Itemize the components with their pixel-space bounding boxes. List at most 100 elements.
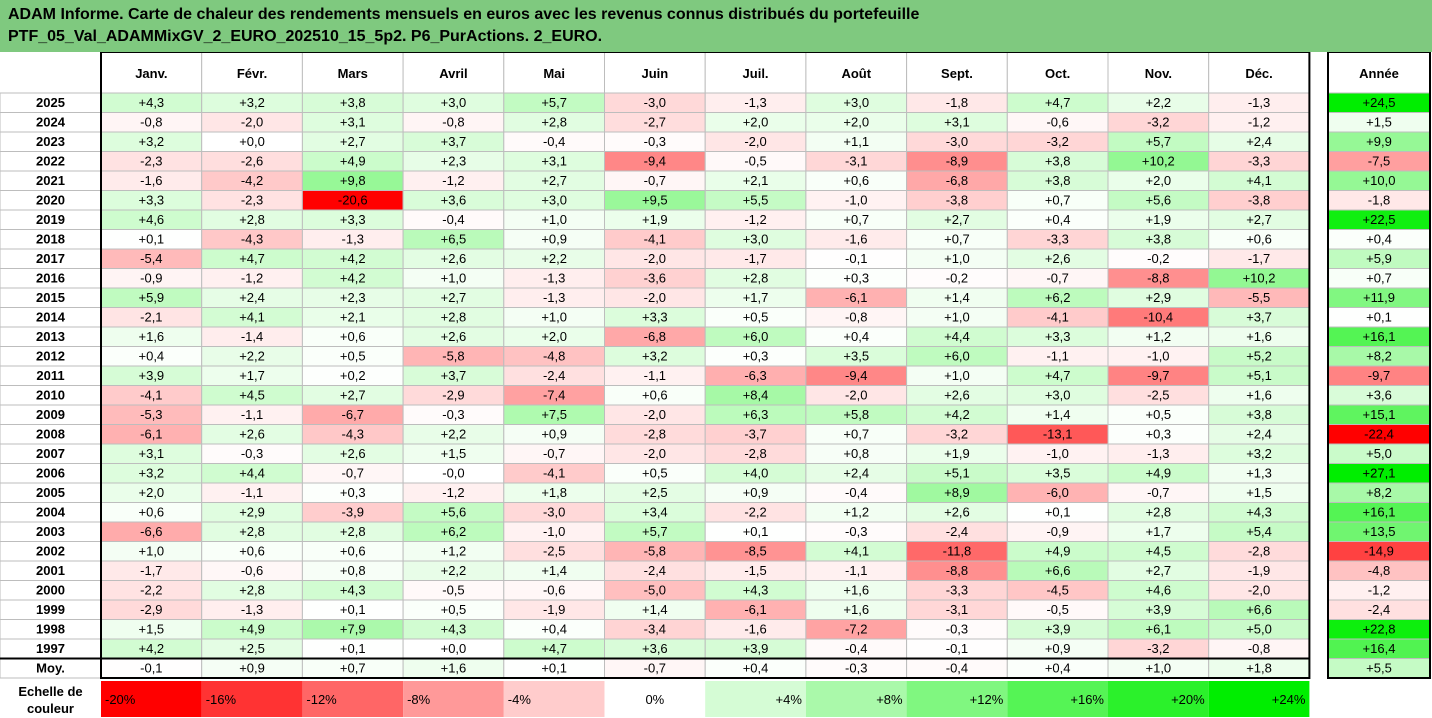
heatmap-cell-value: +1,0	[944, 310, 970, 325]
heatmap-cell-value: -2,4	[644, 563, 666, 578]
scale-swatch-label: +4%	[776, 692, 803, 707]
heatmap-cell-value: +0,9	[239, 661, 265, 676]
year-label: 2012	[36, 349, 65, 364]
heatmap-cell-value: -2,5	[1147, 388, 1169, 403]
heatmap-cell-value: +0,1	[139, 232, 165, 247]
heatmap-cell-value: +2,4	[239, 290, 265, 305]
heatmap-cell-value: -2,4	[543, 368, 565, 383]
heatmap-cell-value: +5,8	[843, 407, 869, 422]
heatmap-cell-value: -0,3	[946, 622, 968, 637]
heatmap-cell-value: +2,6	[441, 329, 467, 344]
heatmap-cell-value: +4,7	[1045, 368, 1071, 383]
heatmap-cell-value: +10,2	[1142, 154, 1175, 169]
heatmap-cell-value: +0,6	[642, 388, 668, 403]
heatmap-cell-value: -0,5	[442, 583, 464, 598]
year-label: 2015	[36, 290, 65, 305]
heatmap-cell-value: +1,4	[944, 290, 970, 305]
heatmap-cell-value: +0,6	[239, 544, 265, 559]
heatmap-cell-value: -0,1	[140, 661, 162, 676]
heatmap-cell-value: +4,1	[843, 544, 869, 559]
heatmap-cell-value: +5,6	[441, 505, 467, 520]
heatmap-cell-value: +2,2	[541, 251, 567, 266]
heatmap-cell-value: +4,3	[743, 583, 769, 598]
heatmap-cell-value: +6,5	[441, 232, 467, 247]
heatmap-cell-value: -9,4	[845, 368, 867, 383]
year-label: 2023	[36, 134, 65, 149]
heatmap-cell-value: +0,7	[843, 427, 869, 442]
heatmap-cell-value: -2,1	[140, 310, 162, 325]
heatmap-cell-value: +3,4	[642, 505, 668, 520]
heatmap-cell-value: -1,1	[845, 563, 867, 578]
heatmap-cell-value: +0,6	[340, 544, 366, 559]
heatmap-cell-value: +2,4	[1246, 427, 1272, 442]
heatmap-cell-value: +2,8	[441, 310, 467, 325]
heatmap-cell-value: +1,6	[139, 329, 165, 344]
heatmap-cell-value: -8,8	[946, 563, 968, 578]
heatmap-cell-value: -3,8	[946, 193, 968, 208]
heatmap-cell-value: +1,9	[1146, 212, 1172, 227]
year-label: 2021	[36, 173, 65, 188]
grid-border	[100, 52, 1311, 679]
heatmap-cell-value: +0,7	[944, 232, 970, 247]
heatmap-cell-value: -0,3	[442, 407, 464, 422]
heatmap-cell-value: -3,2	[946, 427, 968, 442]
year-label: 2013	[36, 329, 65, 344]
returns-heatmap: Janv. Févr. Mars Avril Mai Juin Juil. Août Sept.…	[0, 52, 1432, 717]
heatmap-cell-value: -0,8	[442, 115, 464, 130]
scale-swatch-label: -20%	[105, 692, 136, 707]
heatmap-cell-value: -0,4	[543, 134, 565, 149]
heatmap-cell-value: -0,9	[1046, 524, 1068, 539]
report-header: ADAM Informe. Carte de chaleur des rende…	[0, 0, 1432, 52]
heatmap-cell-value: -2,4	[946, 524, 968, 539]
heatmap-cell-value: -2,0	[644, 290, 666, 305]
year-label: 2000	[36, 583, 65, 598]
heatmap-cell-value: -0,7	[644, 661, 666, 676]
heatmap-cell-value: -2,8	[744, 446, 766, 461]
heatmap-cell-value: +1,0	[139, 544, 165, 559]
month-header-label: Août	[841, 66, 871, 81]
heatmap-cell-value: +0,4	[1045, 212, 1071, 227]
year-total-value: +1,5	[1366, 115, 1392, 130]
heatmap-cell-value: +3,2	[1246, 446, 1272, 461]
heatmap-cell-value: +0,4	[743, 661, 769, 676]
heatmap-cell-value: +2,0	[743, 115, 769, 130]
heatmap-cell-value: +5,0	[1246, 622, 1272, 637]
heatmap-cell-value: +4,9	[239, 622, 265, 637]
heatmap-cell-value: +0,8	[340, 563, 366, 578]
heatmap-cell-value: -2,0	[845, 388, 867, 403]
heatmap-cell-value: -1,2	[241, 271, 263, 286]
year-total-value: +13,5	[1363, 524, 1396, 539]
year-label: 2017	[36, 251, 65, 266]
heatmap-cell-value: -7,4	[543, 388, 565, 403]
heatmap-cell-value: +3,1	[340, 115, 366, 130]
heatmap-cell-value: +2,2	[239, 349, 265, 364]
heatmap-cell-value: -2,3	[140, 154, 162, 169]
heatmap-cell-value: -3,0	[946, 134, 968, 149]
heatmap-cell-value: -3,4	[644, 622, 666, 637]
year-total-value: -4,8	[1368, 563, 1390, 578]
heatmap-cell-value: -1,0	[543, 524, 565, 539]
heatmap-cell-value: +5,5	[743, 193, 769, 208]
heatmap-cell-value: +0,6	[139, 505, 165, 520]
heatmap-cell-value: +0,7	[340, 661, 366, 676]
year-total-value: -7,5	[1368, 154, 1390, 169]
heatmap-cell-value: +0,8	[843, 446, 869, 461]
heatmap-cell-value: -6,8	[946, 173, 968, 188]
scale-swatch	[705, 681, 806, 717]
heatmap-cell-value: +2,0	[139, 485, 165, 500]
heatmap-cell-value: +1,0	[944, 251, 970, 266]
heatmap-cell-value: +3,5	[843, 349, 869, 364]
heatmap-cell-value: -8,9	[946, 154, 968, 169]
heatmap-cell-value: +6,1	[1146, 622, 1172, 637]
year-total-value: -9,7	[1368, 368, 1390, 383]
heatmap-cell-value: +4,2	[340, 251, 366, 266]
heatmap-cell-value: +6,6	[1246, 602, 1272, 617]
heatmap-cell-value: +7,9	[340, 622, 366, 637]
heatmap-cell-value: -1,3	[241, 602, 263, 617]
month-header-cell	[604, 52, 706, 94]
heatmap-cell-value: -13,1	[1043, 427, 1073, 442]
month-header-label: Févr.	[237, 66, 267, 81]
heatmap-cell-value: +5,1	[944, 466, 970, 481]
heatmap-cell-value: -2,6	[241, 154, 263, 169]
heatmap-cell-value: +2,8	[239, 212, 265, 227]
